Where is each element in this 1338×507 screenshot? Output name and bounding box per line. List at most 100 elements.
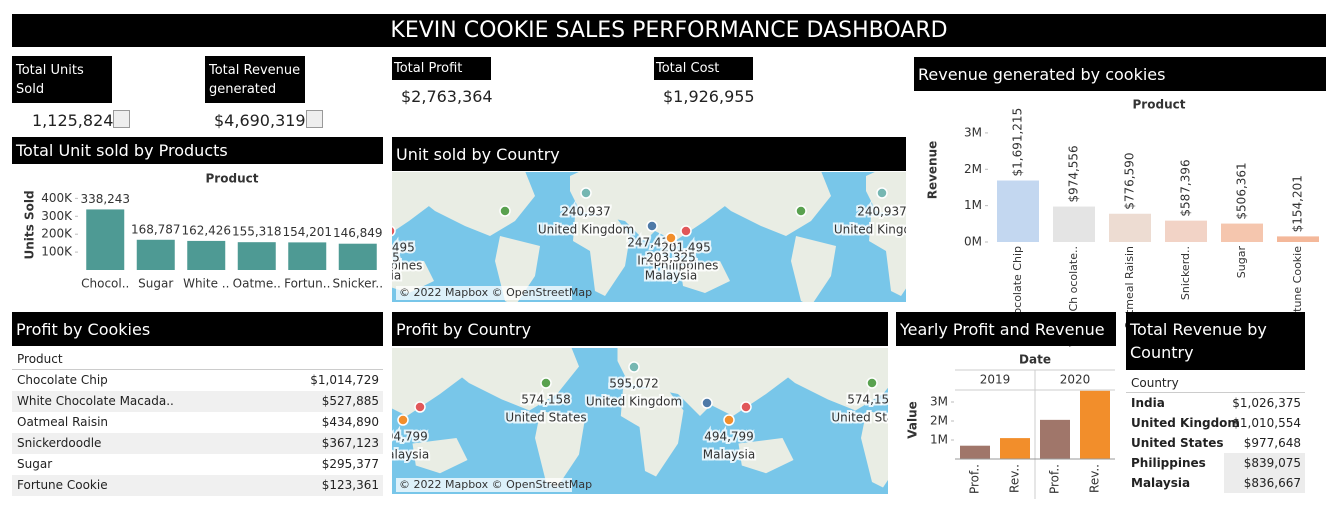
bar [960, 445, 990, 459]
map-point [866, 377, 878, 389]
value-label: 338,243 [80, 192, 130, 206]
bar [187, 240, 226, 270]
value-label: 146,849 [333, 226, 383, 240]
row-name: Oatmeal Raisin [17, 415, 109, 429]
value-label: $154,201 [1291, 175, 1305, 232]
map-country: India [933, 254, 962, 268]
map-value: 240,937 [561, 205, 611, 219]
section-title: Profit by Cookies [12, 312, 383, 346]
map-country: India [637, 254, 666, 268]
map-value: 203,325 [646, 251, 696, 265]
x-tick-label: Rev.. [1008, 464, 1022, 493]
icon[interactable] [113, 110, 130, 128]
map-value: 574,158 [521, 393, 571, 407]
y-tick-label: 2M [930, 414, 948, 428]
map-country: Malaysia [645, 269, 697, 283]
map-point [499, 205, 511, 217]
row-value: $836,667 [1243, 476, 1301, 490]
map-country: United States [505, 411, 586, 425]
y-tick-label: 400K [41, 191, 73, 205]
map-country: Philippines [654, 259, 719, 273]
row-name: Philippines [1131, 456, 1206, 470]
column-header: Date [1019, 353, 1051, 367]
map-point [943, 221, 953, 231]
bar [237, 242, 276, 270]
map-point [397, 414, 409, 426]
y-axis-label: Revenue [926, 141, 940, 200]
x-tick-label: Snickerd.. [1179, 246, 1192, 300]
row-name: Fortune Cookie [17, 478, 108, 492]
column-header: Product [1133, 98, 1186, 112]
row-value: $434,890 [321, 415, 379, 429]
dashboard-title: KEVIN COOKIE SALES PERFORMANCE DASHBOARD [12, 14, 1326, 47]
attribution-bg [396, 478, 572, 492]
row-name: Malaysia [1131, 476, 1191, 490]
map-point [665, 232, 677, 244]
row-value: $839,075 [1243, 456, 1301, 470]
row-value: $367,123 [321, 436, 379, 450]
x-tick-label: Chocolate Chip [1011, 246, 1024, 329]
map-country: Malaysia [377, 448, 429, 462]
map-value: 595,072 [609, 377, 659, 391]
y-tick-label: 0M [964, 235, 982, 249]
map-point [740, 401, 752, 413]
bar [288, 242, 327, 270]
kpi-label: Total Profit [392, 57, 491, 80]
cell-bg [1224, 453, 1305, 473]
x-tick-label: Prof.. [1048, 464, 1062, 494]
row-value: $527,885 [321, 394, 379, 408]
bar [1053, 206, 1095, 242]
map-point [628, 361, 640, 373]
map-country: Philippines [358, 259, 423, 273]
map-point [723, 414, 735, 426]
map: 240,937 United Kingdom 240,937 United Kingd… [204, 172, 962, 302]
x-tick-label: Sugar [138, 277, 173, 291]
section-title: Profit by Country [392, 312, 888, 346]
attribution: © 2022 Mapbox © OpenStreetMap [399, 478, 592, 491]
value-label: $1,691,215 [1011, 108, 1025, 177]
kpi-value: $2,763,364 [401, 87, 493, 106]
y-tick-label: 3M [964, 125, 982, 139]
bar [136, 239, 175, 270]
map-point [204, 206, 214, 216]
row-name: United States [1131, 436, 1224, 450]
bar [1277, 236, 1319, 242]
map-point [701, 397, 713, 409]
bar [86, 209, 125, 270]
map-point [285, 188, 295, 198]
section-title: Unit sold by Country [392, 137, 906, 171]
row-value: $1,026,375 [1232, 396, 1301, 410]
bar [1221, 223, 1263, 242]
map-point [392, 225, 396, 237]
map-point [795, 205, 807, 217]
icon[interactable] [306, 110, 323, 128]
kpi-label: Total Cost [654, 57, 753, 80]
value-label: $587,396 [1179, 159, 1193, 216]
bar [997, 180, 1039, 242]
map-point [680, 225, 692, 237]
map-value: 494,799 [704, 430, 754, 444]
x-tick-label: Prof.. [968, 464, 982, 494]
row-name: India [1131, 396, 1165, 410]
map-country: Malaysia [703, 448, 755, 462]
section-title: Yearly Profit and Revenue [896, 312, 1116, 346]
y-tick-label: 200K [41, 227, 73, 241]
x-tick-label: Fortune Cookie [1291, 246, 1304, 329]
y-tick-label: 2M [964, 162, 982, 176]
bar [1165, 220, 1207, 242]
kpi-value: 1,125,824 [32, 111, 114, 130]
value-label: 168,787 [131, 222, 181, 236]
value-label: 162,426 [181, 223, 231, 237]
y-axis-label: Value [906, 401, 920, 439]
attribution-bg [396, 286, 572, 300]
x-tick-label: Sugar [1235, 246, 1248, 279]
bar [1109, 213, 1151, 242]
row-value: $977,648 [1243, 436, 1301, 450]
x-tick-label: Oatmeal Raisin [1123, 246, 1136, 329]
map-point [580, 187, 592, 199]
row-name: Chocolate Chip [17, 373, 108, 387]
group-label: 2019 [980, 373, 1011, 387]
kpi-value: $4,690,319 [214, 111, 306, 130]
row-bg [12, 391, 383, 412]
map-point [1067, 402, 1077, 412]
